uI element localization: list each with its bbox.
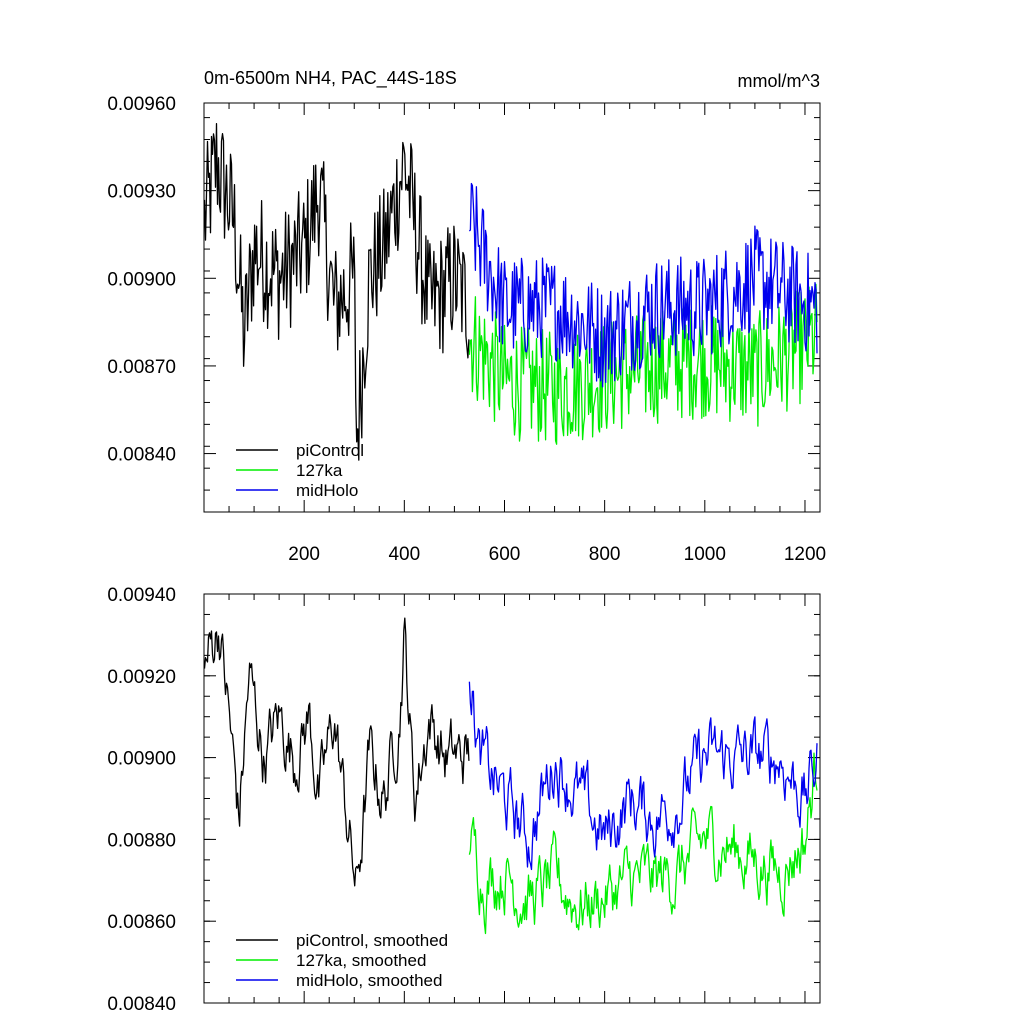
y-tick-label: 0.00840 [107,445,176,466]
top-series-lines [203,123,818,461]
y-tick-label: 0.00940 [107,585,176,606]
bottom-axes: 0.00840 0.00860 0.00880 0.00900 0.00920 0.009… [107,585,821,1015]
series-line-127ka-smoothed [468,752,818,935]
series-line-picontrol [203,123,470,461]
y-tick-label: 0.00840 [107,994,176,1015]
legend-label: piControl, smoothed [296,931,448,950]
y-tick-label: 0.00920 [107,667,176,688]
bottom-panel: 0.00840 0.00860 0.00880 0.00900 0.00920 0.009… [107,585,821,1015]
x-tick-label: 400 [388,544,420,565]
y-tick-label: 0.00880 [107,830,176,851]
legend-label: 127ka, smoothed [296,951,426,970]
plot-frame [203,102,821,513]
series-line-picontrol-smoothed [203,617,470,887]
y-tick-label: 0.00960 [107,94,176,115]
x-tick-label: 200 [288,544,320,565]
legend-label: midHolo [296,481,358,500]
y-tick-label: 0.00860 [107,912,176,933]
units-label: mmol/m^3 [738,71,820,91]
x-tick-label: 600 [489,544,521,565]
series-line-midholo-smoothed [468,681,818,871]
legend-label: midHolo, smoothed [296,971,442,990]
x-tick-label: 1000 [684,544,726,565]
y-tick-label: 0.00900 [107,749,176,770]
x-tick-label: 800 [589,544,621,565]
top-axes: 0.00840 0.00870 0.00900 0.00930 0.00960 200 40… [107,94,826,565]
y-tick-label: 0.00870 [107,357,176,378]
series-line-midholo [468,182,818,388]
legend-label: 127ka [296,461,343,480]
y-tick-label: 0.00900 [107,269,176,290]
top-panel: 0m-6500m NH4, PAC_44S-18S mmol/m^3 0.008… [107,68,826,565]
x-tick-label: 1200 [784,544,826,565]
bottom-series-lines [203,617,818,935]
legend-label: piControl [296,441,364,460]
y-tick-label: 0.00930 [107,182,176,203]
chart-title: 0m-6500m NH4, PAC_44S-18S [204,68,457,89]
